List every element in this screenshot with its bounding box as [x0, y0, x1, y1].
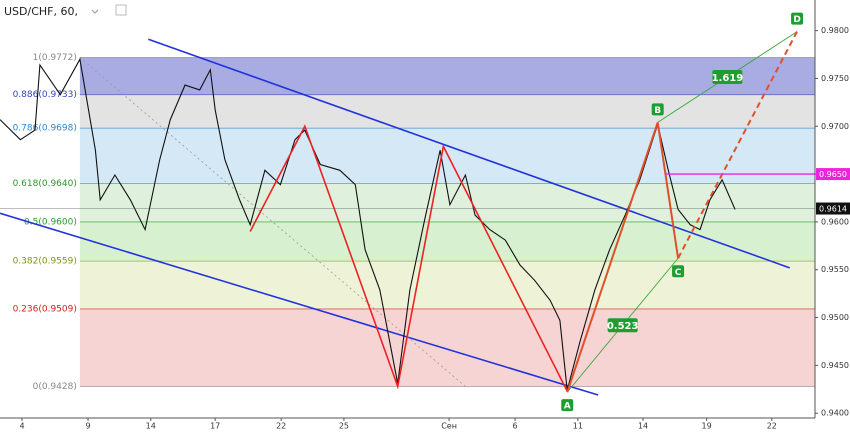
ratio-label: 1.619: [712, 73, 744, 84]
axis-bg: [815, 0, 850, 432]
pattern-leg: [566, 122, 659, 393]
point-box: [651, 103, 664, 116]
x-tick-label: 9: [85, 422, 90, 431]
y-tick-label: 0.9400: [821, 409, 849, 418]
pattern-leg: [656, 122, 680, 259]
y-tick-label: 0.9750: [821, 74, 849, 83]
header-bg: [0, 0, 128, 22]
ratio-box: [607, 318, 638, 333]
last-price-box: [816, 202, 850, 215]
point-label: B: [654, 106, 661, 116]
zigzag: [249, 124, 568, 392]
point-box: [672, 265, 685, 278]
fib-level-label: 0.382(0.9559): [13, 257, 77, 267]
y-tick-label: 0.9550: [821, 265, 849, 274]
pattern-leg: [677, 31, 798, 259]
trend-line: [0, 212, 599, 396]
x-tick-label: 22: [276, 422, 286, 431]
fib-level-label: 0.236(0.9509): [13, 304, 77, 314]
fib-band: [79, 221, 816, 262]
x-tick-label: 25: [339, 422, 349, 431]
price-line: [0, 57, 736, 391]
fib-level-label: 0.5(0.9600): [24, 217, 77, 227]
fib-band: [79, 57, 816, 95]
chart-title: USD/CHF, 60,: [4, 5, 78, 18]
y-tick-label: 0.9800: [821, 26, 849, 35]
fib-level-label: 0.618(0.9640): [13, 179, 77, 189]
fib-band: [79, 308, 816, 387]
settings-icon[interactable]: [115, 4, 127, 16]
x-tick-label: 14: [146, 422, 156, 431]
x-tick-label: 14: [638, 422, 648, 431]
x-tick-label: 19: [702, 422, 712, 431]
x-tick-label: 4: [19, 422, 24, 431]
marker-price-box: [816, 168, 850, 181]
point-box: [561, 399, 574, 412]
point-label: D: [793, 15, 800, 25]
y-tick-label: 0.9700: [821, 122, 849, 131]
ratio-box: [712, 70, 743, 84]
y-tick-label: 0.9450: [821, 361, 849, 370]
fib-level-label: 0.786(0.9698): [13, 124, 77, 134]
x-tick-label: Сен: [441, 422, 457, 431]
point-label: C: [675, 268, 682, 278]
y-tick-label: 0.9500: [821, 313, 849, 322]
fib-level-label: 1(0.9772): [33, 53, 77, 63]
x-tick-label: 17: [210, 422, 220, 431]
x-tick-label: 11: [573, 422, 583, 431]
fib-band: [79, 94, 816, 129]
dropdown-icon[interactable]: [91, 9, 99, 14]
trend-line: [148, 38, 791, 269]
marker-price-label: 0.9650: [819, 170, 847, 179]
y-tick-label: 0.9600: [821, 217, 849, 226]
x-tick-label: 6: [513, 422, 518, 431]
last-price-label: 0.9614: [819, 205, 847, 214]
fib-level-label: 0(0.9428): [33, 382, 77, 392]
x-tick-label: 22: [767, 422, 777, 431]
point-box: [791, 12, 804, 25]
ratio-label: 0.523: [607, 321, 639, 332]
fib-band: [79, 261, 816, 309]
fib-level-label: 0.886(0.9733): [13, 90, 77, 100]
point-label: A: [564, 402, 571, 412]
